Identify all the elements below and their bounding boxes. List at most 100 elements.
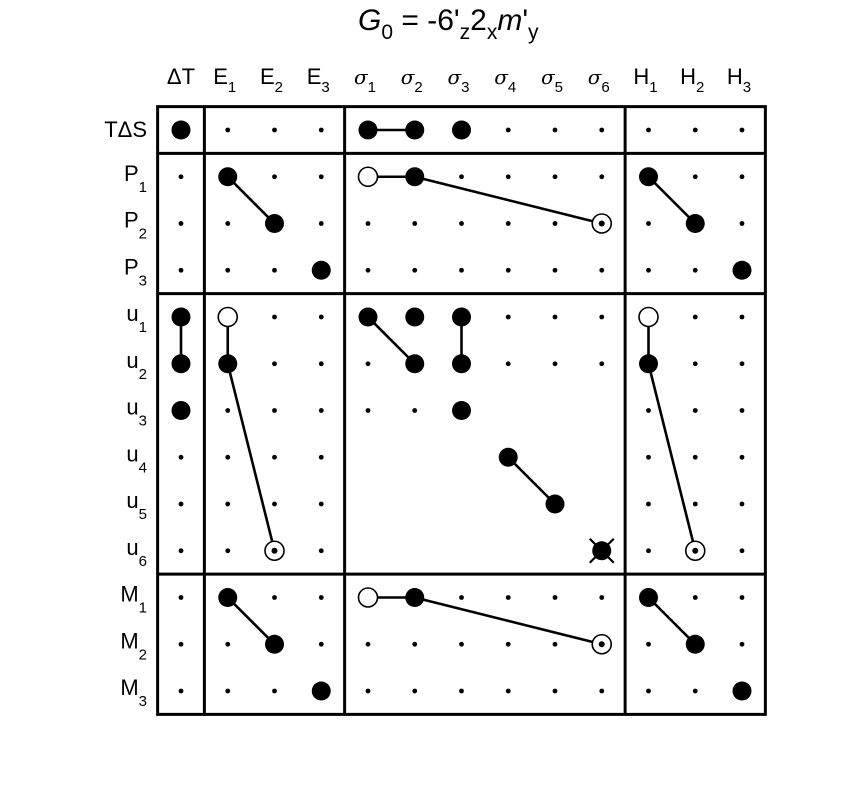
open-marker [357, 587, 379, 608]
grid-dot [318, 641, 324, 647]
grid-dot [318, 174, 324, 180]
grid-dot [225, 548, 231, 554]
grid-dot [178, 221, 184, 226]
grid-dot [318, 361, 324, 367]
filled-marker [265, 214, 284, 233]
column-label-2: E2 [260, 64, 283, 96]
grid-dot [505, 267, 511, 273]
grid-dot [646, 221, 651, 226]
grid-dot [318, 127, 324, 133]
dotted-marker-center [271, 547, 278, 554]
grid-dot [646, 641, 651, 647]
grid-dot [225, 501, 231, 507]
open-marker [638, 306, 659, 328]
crossed-marker-stroke [588, 537, 615, 564]
grid-dot [225, 221, 231, 226]
grid-dot [459, 641, 464, 647]
dotted-marker-center [598, 220, 605, 227]
filled-marker [171, 354, 191, 374]
row-label-3: P3 [124, 254, 147, 289]
column-label-11: H2 [680, 64, 704, 96]
connection-line [414, 596, 603, 646]
grid-dots [178, 127, 745, 694]
filled-marker [265, 634, 284, 654]
grid-dot [692, 127, 698, 133]
grid-dot [552, 314, 558, 320]
column-labels: ΔT E1 E2 E3 σ1 σ2 σ3 σ4 σ5 σ6 H1 H2 H3 [167, 64, 751, 96]
grid-dot [739, 314, 745, 320]
grid-dot [739, 454, 745, 460]
column-label-10: H1 [633, 64, 657, 96]
grid-dot [505, 314, 511, 320]
grid-dot [599, 174, 605, 180]
row-label-8: u5 [126, 488, 147, 523]
grid-dot [646, 548, 651, 554]
column-label-4: σ1 [354, 65, 376, 96]
grid-dot [599, 361, 605, 367]
coefficient-markers [171, 120, 752, 701]
grid-dot [692, 174, 698, 180]
grid-dot [505, 595, 511, 600]
grid-dot [318, 501, 324, 507]
row-label-9: u6 [126, 535, 147, 570]
column-label-3: E3 [307, 64, 330, 96]
column-label-6: σ3 [448, 65, 470, 96]
filled-marker [639, 588, 658, 607]
column-label-7: σ4 [494, 65, 516, 96]
grid-dot [459, 174, 464, 180]
filled-marker [358, 307, 378, 327]
grid-dot [272, 174, 277, 180]
grid-dot [365, 267, 371, 273]
grid-dot [365, 408, 371, 413]
grid-dot [318, 454, 324, 460]
grid-dot [599, 595, 605, 600]
row-label-0: TΔS [104, 117, 147, 142]
grid-dot [739, 174, 745, 180]
grid-dot [225, 267, 231, 273]
filled-marker [311, 260, 331, 280]
grid-dot [692, 408, 698, 413]
grid-dot [739, 641, 745, 647]
grid-dot [178, 174, 184, 180]
grid-dot [318, 221, 324, 226]
grid-dot [225, 641, 231, 647]
grid-dot [178, 501, 184, 507]
grid-dot [692, 361, 698, 367]
grid-dot [459, 221, 464, 226]
frame-border [156, 105, 767, 716]
matrix-frame [156, 105, 767, 716]
row-label-7: u4 [126, 441, 147, 476]
filled-marker [452, 354, 471, 374]
row-label-10: M1 [120, 582, 147, 617]
grid-dot [692, 501, 698, 507]
grid-dot [178, 548, 184, 554]
connection-line [226, 175, 276, 225]
column-label-5: σ2 [401, 65, 423, 96]
filled-marker [405, 120, 425, 140]
grid-dot [178, 454, 184, 460]
row-labels: TΔS P1 P2 P3 u1 u2 u3 u4 u5 u6 M1 M2 M3 [104, 117, 147, 710]
connection-line [647, 596, 697, 646]
open-marker [357, 166, 379, 188]
grid-dot [739, 127, 745, 133]
grid-dot [412, 267, 418, 273]
grid-dot [459, 595, 464, 600]
grid-dot [178, 641, 184, 647]
grid-dot [739, 221, 745, 226]
grid-dot [552, 641, 558, 647]
grid-dot [739, 501, 745, 507]
grid-dot [459, 688, 464, 694]
grid-dot [318, 548, 324, 554]
grid-dot [365, 221, 371, 226]
grid-dot [646, 127, 651, 133]
grid-dot [272, 454, 277, 460]
filled-marker [545, 494, 565, 514]
connection-line [226, 596, 276, 646]
grid-dot [272, 127, 277, 133]
connection-lines [179, 128, 697, 646]
grid-dot [225, 454, 231, 460]
grid-dot [272, 361, 277, 367]
grid-dot [552, 174, 558, 180]
filled-marker [218, 167, 238, 187]
filled-marker [358, 120, 378, 140]
